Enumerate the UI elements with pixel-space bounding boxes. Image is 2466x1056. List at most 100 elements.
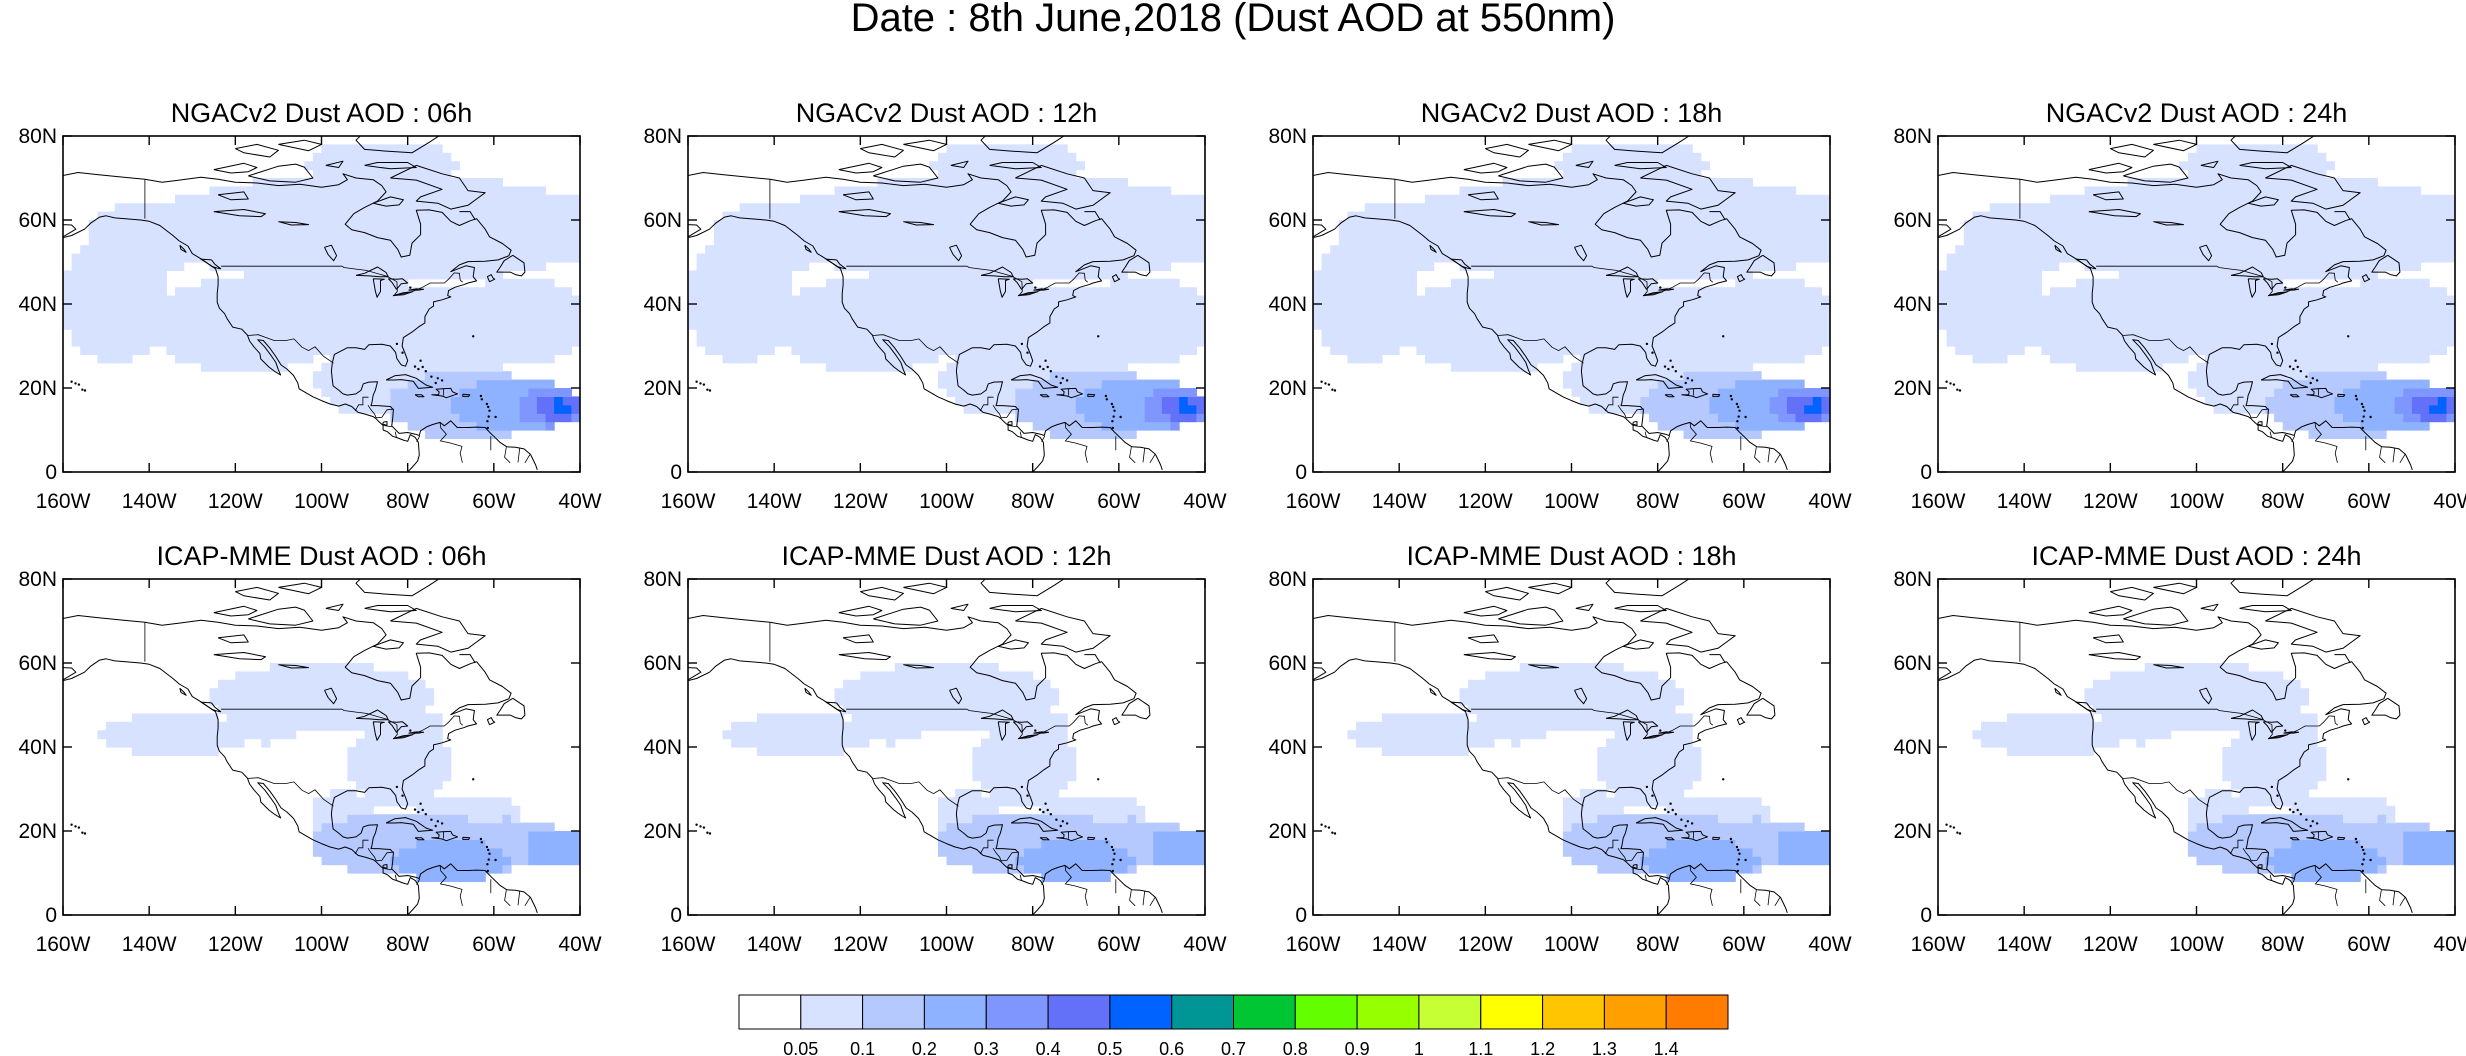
- y-tick-label: 20N: [1893, 820, 1932, 843]
- x-tick-label: 80W: [1636, 490, 1679, 513]
- x-tick-label: 140W: [1372, 933, 1427, 956]
- country-borders: [2019, 622, 2406, 907]
- x-tick-label: 160W: [36, 490, 91, 513]
- panel-title: ICAP-MME Dust AOD : 18h: [1406, 541, 1736, 571]
- y-tick-label: 40N: [1268, 736, 1307, 759]
- map-panel: 160W 140W 120W 100W 80W 60W 40W 80N 60N 40N 20N 0 IC…: [1268, 541, 1851, 956]
- x-tick-label: 60W: [1097, 490, 1140, 513]
- x-tick-label: 80W: [1636, 933, 1679, 956]
- y-tick-label: 20N: [1893, 377, 1932, 400]
- colorbar-box: [1171, 994, 1234, 1030]
- y-tick-label: 80N: [643, 568, 682, 591]
- x-tick-label: 80W: [1011, 490, 1054, 513]
- map-panel: 160W 140W 120W 100W 80W 60W 40W 80N 60N 40N 20N 0 NG…: [643, 98, 1226, 513]
- colorbar-label: 0.8: [1283, 1039, 1308, 1056]
- x-tick-label: 60W: [1097, 933, 1140, 956]
- x-tick-label: 120W: [1458, 490, 1513, 513]
- x-tick-label: 100W: [2169, 933, 2224, 956]
- x-tick-label: 40W: [2433, 933, 2466, 956]
- x-tick-label: 40W: [1183, 933, 1226, 956]
- y-tick-label: 0: [670, 904, 682, 927]
- x-tick-label: 120W: [2083, 933, 2138, 956]
- panel-title: ICAP-MME Dust AOD : 06h: [156, 541, 486, 571]
- y-tick-label: 0: [45, 904, 57, 927]
- panel-title: ICAP-MME Dust AOD : 24h: [2031, 541, 2361, 571]
- y-tick-label: 0: [1295, 461, 1307, 484]
- x-tick-label: 140W: [1997, 933, 2052, 956]
- x-tick-label: 80W: [2261, 933, 2304, 956]
- map-panel: 160W 140W 120W 100W 80W 60W 40W 80N 60N 40N 20N 0 NG…: [1268, 98, 1851, 513]
- country-borders: [144, 179, 531, 464]
- x-tick-label: 120W: [2083, 490, 2138, 513]
- panel-title: NGACv2 Dust AOD : 12h: [796, 98, 1098, 128]
- x-tick-label: 140W: [1997, 490, 2052, 513]
- colorbar-box: [1603, 994, 1667, 1030]
- colorbar-box: [985, 994, 1049, 1030]
- x-tick-label: 120W: [1458, 933, 1513, 956]
- x-tick-label: 60W: [2347, 933, 2390, 956]
- y-tick-label: 80N: [18, 125, 57, 148]
- x-tick-label: 60W: [1722, 933, 1765, 956]
- y-tick-label: 0: [670, 461, 682, 484]
- x-tick-label: 80W: [386, 490, 429, 513]
- x-tick-label: 40W: [558, 490, 601, 513]
- islands: [1320, 729, 1747, 873]
- x-tick-label: 60W: [1722, 490, 1765, 513]
- y-tick-label: 60N: [643, 652, 682, 675]
- y-tick-label: 80N: [643, 125, 682, 148]
- y-tick-label: 60N: [18, 652, 57, 675]
- y-tick-label: 60N: [1268, 209, 1307, 232]
- colorbar-box: [1356, 994, 1420, 1030]
- colorbar-label: 1.1: [1468, 1039, 1493, 1056]
- colorbar-label: 0.4: [1036, 1039, 1061, 1056]
- y-tick-label: 80N: [1893, 125, 1932, 148]
- islands: [1945, 286, 2372, 430]
- coastlines: [688, 579, 1163, 915]
- colorbar-label: 0.6: [1159, 1039, 1184, 1056]
- colorbar: 0.05 0.1 0.2 0.3 0.4 0.5 0.6 0.7 0.8 0.9 1 1.1 1.2 1.…: [738, 994, 1729, 1056]
- islands: [1945, 729, 2372, 873]
- colorbar-label: 1: [1414, 1039, 1424, 1056]
- y-tick-label: 20N: [643, 377, 682, 400]
- country-borders: [1394, 179, 1781, 464]
- y-tick-label: 40N: [1893, 736, 1932, 759]
- country-borders: [769, 622, 1156, 907]
- y-tick-label: 40N: [643, 736, 682, 759]
- coastlines: [63, 136, 538, 472]
- aod-shading: [1313, 144, 1830, 439]
- y-tick-label: 20N: [18, 377, 57, 400]
- colorbar-box: [1294, 994, 1358, 1030]
- coastlines: [1938, 579, 2413, 915]
- colorbar-label: 0.5: [1097, 1039, 1122, 1056]
- x-tick-label: 40W: [1808, 933, 1851, 956]
- colorbar-box: [1542, 994, 1605, 1030]
- y-tick-label: 80N: [1893, 568, 1932, 591]
- x-tick-label: 80W: [2261, 490, 2304, 513]
- y-tick-label: 60N: [1893, 652, 1932, 675]
- colorbar-label: 1.4: [1654, 1039, 1679, 1056]
- y-tick-label: 60N: [1893, 209, 1932, 232]
- x-tick-label: 100W: [294, 490, 349, 513]
- map-panel: 160W 140W 120W 100W 80W 60W 40W 80N 60N 40N 20N 0 IC…: [1893, 541, 2466, 956]
- y-tick-label: 60N: [18, 209, 57, 232]
- x-tick-label: 160W: [1286, 933, 1341, 956]
- x-tick-label: 60W: [472, 933, 515, 956]
- x-tick-label: 40W: [1183, 490, 1226, 513]
- x-tick-label: 160W: [1911, 933, 1966, 956]
- aod-shading: [63, 144, 580, 439]
- coastlines: [1313, 579, 1788, 915]
- x-tick-label: 100W: [1544, 490, 1599, 513]
- islands: [70, 286, 497, 430]
- islands: [695, 286, 1122, 430]
- aod-shading: [688, 144, 1205, 439]
- x-tick-label: 40W: [558, 933, 601, 956]
- map-panel: 160W 140W 120W 100W 80W 60W 40W 80N 60N 40N 20N 0 NG…: [1893, 98, 2466, 513]
- y-tick-label: 0: [45, 461, 57, 484]
- coastlines: [688, 136, 1163, 472]
- colorbar-label: 0.2: [912, 1039, 937, 1056]
- y-tick-label: 0: [1920, 904, 1932, 927]
- panel-title: NGACv2 Dust AOD : 24h: [2046, 98, 2348, 128]
- x-tick-label: 120W: [833, 933, 888, 956]
- colorbar-label: 0.1: [850, 1039, 875, 1056]
